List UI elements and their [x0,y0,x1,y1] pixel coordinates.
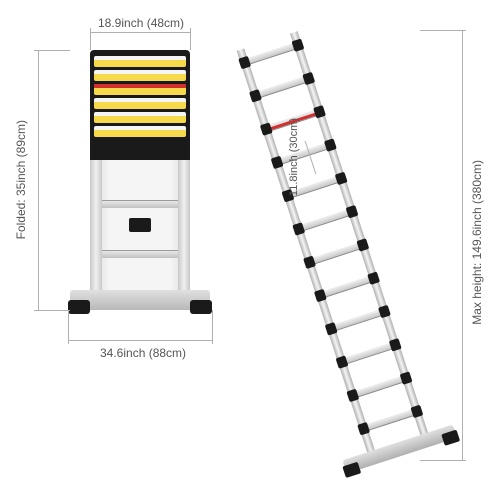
dim-label-max-height: Max height: 149.6inch (380cm) [470,160,484,325]
warning-strip [94,112,186,123]
dim-label-base-width: 34.6inch (88cm) [100,346,186,360]
dim-line-base-width [68,340,212,341]
dim-tick [68,310,69,344]
dim-line-max-height [462,30,463,460]
ext-rung [294,207,357,233]
dim-tick [90,28,91,50]
dim-tick [212,310,213,344]
ext-foot-left [342,462,361,478]
warning-strip [94,98,186,109]
dim-tick [34,50,70,51]
folded-top-section [90,50,190,160]
dim-label-folded-height: Folded: 35inch (89cm) [14,120,28,239]
warning-strip [94,70,186,81]
ext-foot-right [441,430,460,446]
ext-rung [315,274,378,300]
warning-strip [94,126,186,137]
folded-hinge [129,218,151,232]
ext-rung [305,240,368,266]
folded-rung [102,200,178,208]
dim-tick [420,460,466,461]
dim-label-top-width: 18.9inch (48cm) [98,16,184,30]
extended-ladder [229,29,438,463]
dim-tick [190,28,191,50]
ext-rung [348,374,411,400]
folded-base-bar [70,290,210,310]
dim-line-folded-height [38,50,39,310]
ext-rung [251,74,314,100]
dim-tick [34,310,70,311]
ext-rung [337,340,400,366]
folded-rung [102,250,178,258]
warning-strip-red [94,84,186,95]
dim-line-top-width [90,32,190,33]
folded-foot-left [68,300,90,314]
folded-rail-right [178,160,190,290]
ext-rung [240,41,303,67]
ext-rung [326,307,389,333]
folded-foot-right [190,300,212,314]
warning-strip [94,56,186,67]
folded-ladder [70,50,210,310]
folded-rail-left [90,160,102,290]
ext-rung [272,141,335,167]
ext-rung [359,407,422,433]
dim-label-rung-spacing: 11.8inch (30cm) [288,118,300,196]
dim-tick [420,30,466,31]
